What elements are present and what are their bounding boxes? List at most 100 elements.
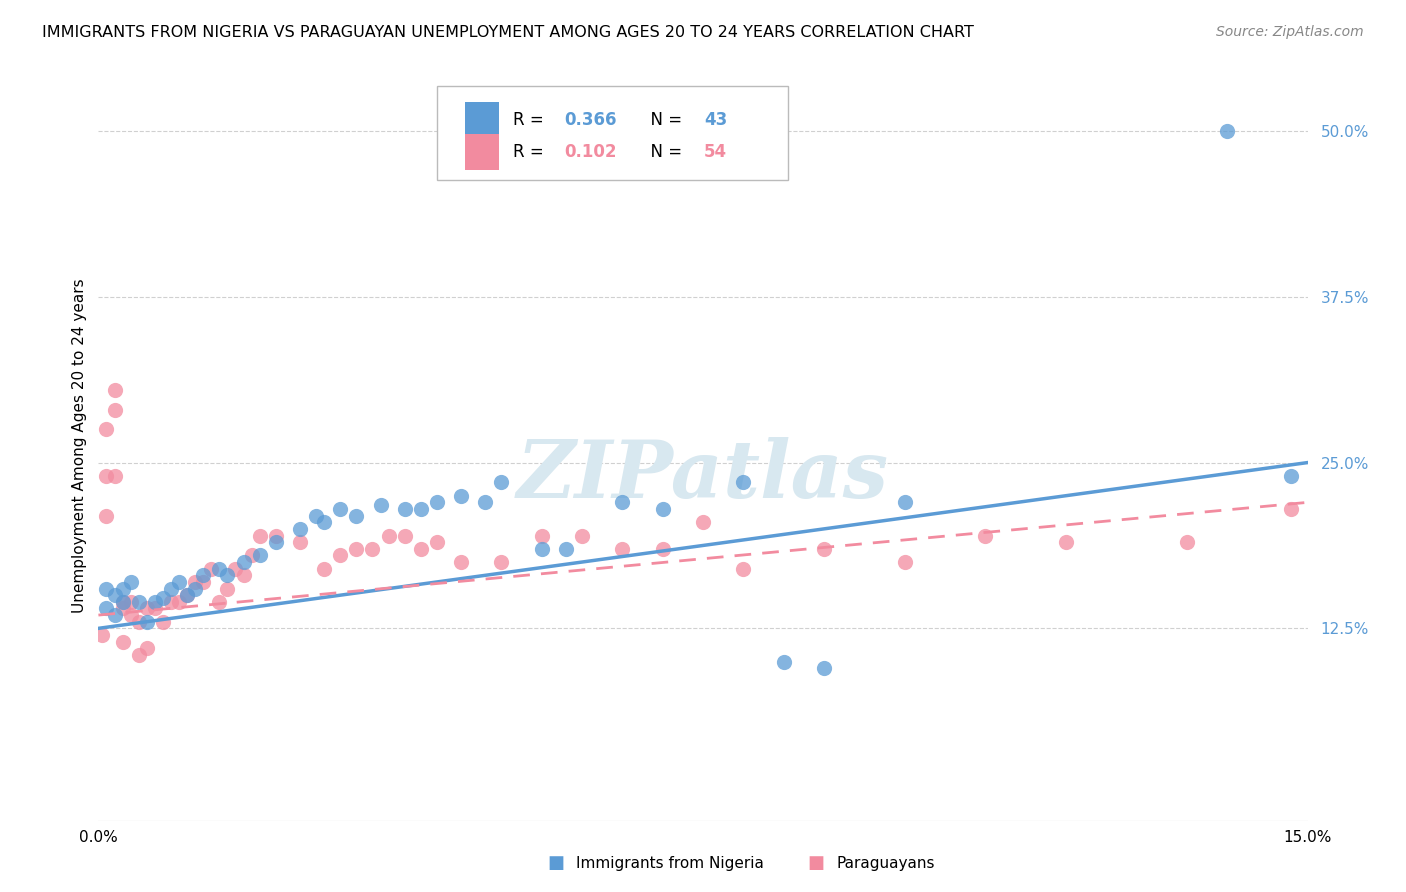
Point [232, 555, 254, 569]
Point [733, 475, 755, 490]
Point [111, 634, 134, 648]
Point [314, 515, 336, 529]
Point [288, 522, 311, 536]
Point [111, 601, 134, 615]
Point [128, 648, 150, 662]
Text: 43: 43 [704, 112, 727, 129]
Point [193, 568, 215, 582]
Point [193, 574, 215, 589]
Point [370, 498, 392, 512]
Point [120, 608, 142, 623]
Point [217, 582, 239, 596]
Point [135, 615, 157, 629]
Point [612, 541, 634, 556]
Point [530, 541, 553, 556]
Point [96, 422, 118, 436]
Point [96, 582, 118, 596]
Point [96, 601, 118, 615]
Point [571, 528, 593, 542]
Point [1281, 468, 1303, 483]
Point [491, 555, 513, 569]
Point [555, 541, 578, 556]
Point [208, 595, 231, 609]
Point [491, 475, 513, 490]
Point [344, 508, 367, 523]
Point [450, 489, 472, 503]
Point [772, 655, 794, 669]
Point [813, 541, 835, 556]
Point [394, 502, 416, 516]
Point [200, 562, 222, 576]
Point [426, 535, 449, 549]
Text: R =: R = [513, 112, 550, 129]
Text: N =: N = [640, 143, 688, 161]
Text: IMMIGRANTS FROM NIGERIA VS PARAGUAYAN UNEMPLOYMENT AMONG AGES 20 TO 24 YEARS COR: IMMIGRANTS FROM NIGERIA VS PARAGUAYAN UN… [42, 25, 974, 40]
Point [249, 549, 271, 563]
Point [103, 402, 125, 417]
Point [249, 528, 271, 542]
Point [152, 591, 174, 605]
Bar [465, 102, 499, 138]
Point [217, 568, 239, 582]
Point [394, 528, 416, 542]
Point [103, 468, 125, 483]
Point [264, 528, 287, 542]
Point [111, 582, 134, 596]
Point [208, 562, 231, 576]
Text: 0.366: 0.366 [564, 112, 616, 129]
Point [1054, 535, 1077, 549]
Text: Source: ZipAtlas.com: Source: ZipAtlas.com [1216, 25, 1364, 39]
Point [692, 515, 714, 529]
Y-axis label: Unemployment Among Ages 20 to 24 years: Unemployment Among Ages 20 to 24 years [72, 278, 87, 614]
Point [530, 528, 553, 542]
Point [361, 541, 384, 556]
Point [224, 562, 246, 576]
Point [1216, 124, 1239, 138]
Point [305, 508, 328, 523]
Point [128, 615, 150, 629]
Point [167, 595, 190, 609]
Point [733, 562, 755, 576]
Point [103, 383, 125, 397]
Point [264, 535, 287, 549]
Text: R =: R = [513, 143, 550, 161]
Point [1281, 502, 1303, 516]
Point [176, 588, 198, 602]
Bar [465, 134, 499, 169]
Point [96, 508, 118, 523]
Point [103, 588, 125, 602]
Point [314, 562, 336, 576]
Point [329, 502, 352, 516]
Text: Paraguayans: Paraguayans [837, 856, 935, 871]
Point [120, 595, 142, 609]
Point [103, 608, 125, 623]
Point [893, 495, 915, 509]
Point [974, 528, 997, 542]
Point [344, 541, 367, 556]
Point [651, 541, 673, 556]
Point [184, 582, 207, 596]
Text: Immigrants from Nigeria: Immigrants from Nigeria [576, 856, 765, 871]
Point [176, 588, 198, 602]
Point [143, 595, 166, 609]
Point [240, 549, 263, 563]
Point [152, 615, 174, 629]
Point [135, 641, 157, 656]
Point [329, 549, 352, 563]
FancyBboxPatch shape [437, 87, 787, 180]
Point [409, 541, 432, 556]
Text: 0.102: 0.102 [564, 143, 616, 161]
Point [893, 555, 915, 569]
Point [135, 601, 157, 615]
Point [288, 535, 311, 549]
Point [474, 495, 496, 509]
Point [377, 528, 399, 542]
Text: N =: N = [640, 112, 688, 129]
Text: ZIPatlas: ZIPatlas [517, 437, 889, 515]
Point [111, 595, 134, 609]
Point [651, 502, 673, 516]
Point [167, 574, 190, 589]
Point [143, 601, 166, 615]
Point [111, 595, 134, 609]
Point [128, 595, 150, 609]
